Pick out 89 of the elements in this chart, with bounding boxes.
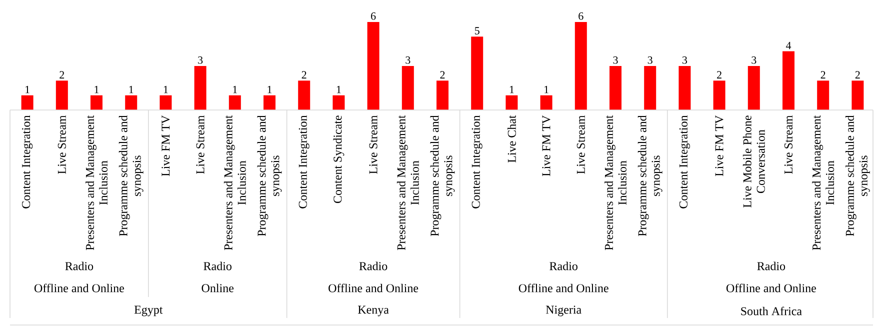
x-tick-label: Programme schedule and synopsis: [118, 115, 144, 236]
bar: [367, 22, 380, 110]
x-tick-label: Content Integration: [679, 115, 690, 208]
data-label: 3: [406, 56, 410, 64]
bar: [713, 80, 726, 110]
text: South Africa: [741, 306, 802, 316]
x-tick-label: Presenters and Management Inclusion: [86, 115, 108, 250]
data-label: 2: [302, 71, 306, 78]
bar: [298, 80, 310, 110]
bar: [609, 66, 622, 110]
data-label: 3: [613, 56, 618, 64]
x-tick-label: Presenters and Management Inclusion: [812, 115, 834, 250]
x-tick-label: Live Stream: [369, 115, 378, 174]
data-label: 3: [198, 56, 203, 64]
text: Offline and Online: [328, 284, 418, 292]
data-label: 1: [164, 86, 168, 94]
text: Offline and Online: [34, 284, 124, 292]
bar: [160, 95, 172, 110]
data-label: 2: [440, 71, 445, 78]
bar: [332, 95, 345, 110]
data-label: 1: [336, 86, 341, 94]
data-label: 1: [510, 86, 514, 94]
text: Offline and Online: [726, 284, 816, 292]
text: Radio: [359, 262, 388, 270]
bar: [817, 80, 830, 110]
data-label: 6: [578, 12, 584, 20]
bar: [194, 66, 206, 110]
x-tick-label: Programme schedule and synopsis: [638, 115, 662, 236]
bar: [436, 80, 449, 110]
data-label: 6: [371, 12, 376, 20]
data-label: 2: [717, 71, 722, 78]
x-tick-label: Content Integration: [298, 115, 310, 208]
x-tick-label: Live Stream: [196, 115, 204, 174]
text: Nigeria: [546, 306, 582, 316]
x-tick-label: Content Integration: [22, 115, 33, 208]
bar: [506, 95, 518, 110]
data-label: 1: [544, 86, 548, 94]
bar: [782, 51, 794, 110]
bar: [21, 95, 34, 110]
x-tick-label: Presenters and Management Inclusion: [224, 115, 246, 250]
data-label: 1: [94, 86, 99, 94]
data-label: 5: [474, 27, 480, 34]
x-tick-label: Presenters and Management Inclusion: [604, 115, 626, 250]
data-label: 1: [233, 86, 237, 94]
bar: [540, 95, 552, 110]
bar: [125, 95, 138, 110]
x-tick-label: Live FM TV: [162, 115, 170, 176]
bar: [644, 66, 656, 110]
bar: [228, 95, 241, 110]
data-label: 2: [820, 71, 826, 78]
text: Online: [202, 284, 234, 292]
text: Radio: [204, 262, 232, 270]
x-tick-label: Live FM TV: [715, 115, 724, 176]
bar: [678, 66, 691, 110]
bar: [852, 80, 864, 110]
text: Egypt: [134, 306, 163, 316]
bar: [471, 36, 484, 110]
x-tick-label: Programme schedule and synopsis: [845, 115, 870, 236]
data-label: 3: [682, 56, 688, 64]
x-tick-label: Programme schedule and synopsis: [430, 115, 455, 236]
x-tick-label: Live Mobile Phone Conversation: [742, 116, 765, 208]
bar: [90, 95, 103, 110]
data-label: 1: [268, 86, 272, 94]
x-tick-label: Live FM TV: [542, 115, 550, 176]
x-tick-label: Live Stream: [784, 115, 793, 174]
x-tick-label: Live Stream: [58, 115, 66, 174]
text: Offline and Online: [518, 284, 608, 292]
text: Kenya: [358, 306, 389, 316]
data-label: 1: [26, 86, 30, 94]
x-tick-label: Programme schedule and synopsis: [257, 115, 282, 236]
x-tick-label: Live Stream: [576, 115, 585, 174]
text: Radio: [65, 262, 94, 270]
text: Radio: [757, 262, 786, 270]
bar: [574, 22, 587, 110]
data-label: 2: [855, 71, 860, 78]
data-label: 2: [60, 71, 64, 78]
bar: [402, 66, 414, 110]
x-tick-label: Live Chat: [507, 115, 516, 162]
data-label: 1: [129, 86, 134, 94]
bar: [56, 80, 68, 110]
x-tick-label: Content Syndicate: [333, 116, 344, 204]
data-label: 4: [786, 42, 792, 50]
data-label: 3: [648, 56, 652, 64]
x-tick-label: Presenters and Management Inclusion: [396, 115, 419, 250]
x-tick-label: Content Integration: [472, 115, 482, 208]
bar: [264, 95, 276, 110]
data-label: 3: [752, 56, 756, 64]
text: Radio: [550, 262, 578, 270]
bar: [748, 66, 760, 110]
